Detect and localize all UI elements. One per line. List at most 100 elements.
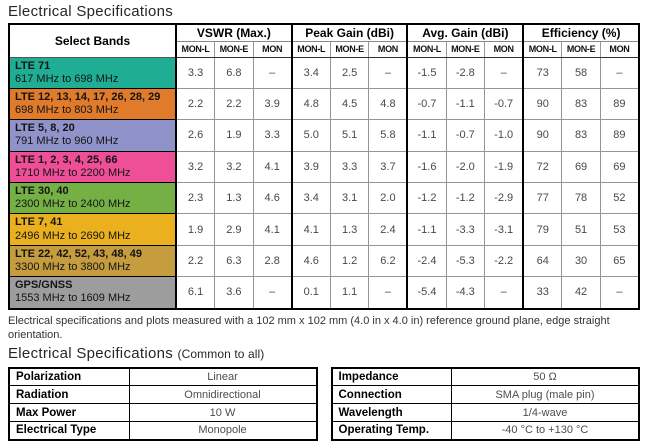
value-cell: -0.7 bbox=[484, 87, 524, 121]
value-cell: 90 bbox=[522, 87, 563, 121]
band-row: LTE 30, 40 2300 MHz to 2400 MHz 2.3 1.3 4.6 3… bbox=[8, 181, 640, 215]
spec-value: -40 °C to +130 °C bbox=[451, 421, 640, 441]
common-spec-row: Operating Temp. -40 °C to +130 °C bbox=[331, 421, 640, 441]
group-header-peak-gain: Peak Gain (dBi) bbox=[290, 24, 408, 42]
band-name: LTE 71 bbox=[15, 59, 51, 72]
band-cell: LTE 30, 40 2300 MHz to 2400 MHz bbox=[8, 181, 177, 215]
band-row: GPS/GNSS 1553 MHz to 1609 MHz 6.1 3.6–0.1 1.… bbox=[8, 276, 640, 309]
band-frequency-range: 791 MHz to 960 MHz bbox=[15, 135, 119, 148]
spec-label: Max Power bbox=[8, 403, 130, 423]
value-cell: -3.3 bbox=[445, 213, 486, 246]
value-cell: -1.2 bbox=[445, 181, 486, 215]
value-cell: -1.5 bbox=[406, 56, 447, 89]
value-cell: – bbox=[252, 276, 293, 309]
value-cell: -2.4 bbox=[406, 244, 447, 278]
value-cell: -1.1 bbox=[406, 119, 447, 152]
value-cell: 2.8 bbox=[252, 244, 293, 278]
value-cell: 89 bbox=[599, 87, 640, 121]
spec-label: Radiation bbox=[8, 385, 130, 405]
value-cell: 52 bbox=[599, 181, 640, 215]
value-cell: 65 bbox=[599, 244, 640, 278]
spec-value: 10 W bbox=[128, 403, 317, 423]
value-cell: 89 bbox=[599, 119, 640, 152]
value-cell: 3.9 bbox=[252, 87, 293, 121]
value-cell: 3.3 bbox=[175, 56, 216, 89]
common-spec-row: Radiation Omnidirectional bbox=[8, 385, 317, 405]
band-frequency-range: 2496 MHz to 2690 MHz bbox=[15, 229, 131, 242]
value-cell: 42 bbox=[561, 276, 601, 309]
value-cell: 2.5 bbox=[329, 56, 370, 89]
spec-table-header: Select Bands VSWR (Max.) Peak Gain (dBi)… bbox=[9, 24, 639, 58]
value-cell: 2.4 bbox=[368, 213, 408, 246]
value-cell: – bbox=[252, 56, 293, 89]
value-cell: 6.2 bbox=[368, 244, 408, 278]
value-cell: 72 bbox=[522, 150, 563, 184]
value-cell: 69 bbox=[561, 150, 601, 184]
band-cell: LTE 1, 2, 3, 4, 25, 66 1710 MHz to 2200 M… bbox=[8, 150, 177, 184]
spec-table-body: LTE 71 617 MHz to 698 MHz 3.3 6.8–3.4 2.5– -1… bbox=[8, 56, 640, 309]
value-cell: 83 bbox=[561, 119, 601, 152]
band-frequency-range: 698 MHz to 803 MHz bbox=[15, 104, 119, 117]
subcolumn-header-row: MON-L MON-E MON MON-L MON-E MON MON-L MON-E MON M… bbox=[9, 41, 639, 58]
value-cell: 3.9 bbox=[290, 150, 331, 184]
band-row: LTE 12, 13, 14, 17, 26, 28, 29 698 MHz to… bbox=[8, 87, 640, 121]
band-name: LTE 12, 13, 14, 17, 26, 28, 29 bbox=[15, 90, 161, 103]
value-cell: – bbox=[368, 276, 408, 309]
value-cell: 2.9 bbox=[214, 213, 254, 246]
spec-value: 50 Ω bbox=[451, 367, 640, 387]
value-cell: 4.1 bbox=[252, 150, 293, 184]
band-frequency-range: 2300 MHz to 2400 MHz bbox=[15, 198, 131, 211]
common-spec-row: Electrical Type Monopole bbox=[8, 421, 317, 441]
value-cell: 2.2 bbox=[175, 87, 216, 121]
spec-value: Omnidirectional bbox=[128, 385, 317, 405]
value-cell: 4.1 bbox=[290, 213, 331, 246]
value-cell: -1.9 bbox=[484, 150, 524, 184]
band-row: LTE 1, 2, 3, 4, 25, 66 1710 MHz to 2200 M… bbox=[8, 150, 640, 184]
value-cell: – bbox=[484, 56, 524, 89]
band-name: LTE 1, 2, 3, 4, 25, 66 bbox=[15, 153, 118, 166]
band-name: LTE 22, 42, 52, 43, 48, 49 bbox=[15, 247, 142, 260]
band-cell: LTE 7, 41 2496 MHz to 2690 MHz bbox=[8, 213, 177, 246]
spec-label: Impedance bbox=[331, 367, 452, 387]
value-cell: 2.3 bbox=[175, 181, 216, 215]
value-cell: 4.8 bbox=[368, 87, 408, 121]
value-cell: 3.1 bbox=[329, 181, 370, 215]
value-cell: 1.9 bbox=[214, 119, 254, 152]
value-cell: 2.6 bbox=[175, 119, 216, 152]
band-row: LTE 5, 8, 20 791 MHz to 960 MHz 2.6 1.9 3.3 5… bbox=[8, 119, 640, 152]
value-cell: 5.1 bbox=[329, 119, 370, 152]
value-cell: -2.0 bbox=[445, 150, 486, 184]
value-cell: 90 bbox=[522, 119, 563, 152]
value-cell: 33 bbox=[522, 276, 563, 309]
common-spec-row: Polarization Linear bbox=[8, 367, 317, 387]
band-cell: LTE 22, 42, 52, 43, 48, 49 3300 MHz to 38… bbox=[8, 244, 177, 278]
value-cell: -1.1 bbox=[445, 87, 486, 121]
value-cell: 4.6 bbox=[290, 244, 331, 278]
subcol-header-mon: MON bbox=[599, 41, 639, 58]
group-header-vswr: VSWR (Max.) bbox=[175, 24, 292, 42]
spec-label: Wavelength bbox=[331, 403, 452, 423]
band-frequency-range: 617 MHz to 698 MHz bbox=[15, 72, 119, 85]
band-cell: GPS/GNSS 1553 MHz to 1609 MHz bbox=[8, 276, 177, 309]
subcol-header-mon: MON bbox=[484, 41, 524, 58]
spec-label: Polarization bbox=[8, 367, 130, 387]
value-cell: – bbox=[599, 276, 640, 309]
common-spec-row: Connection SMA plug (male pin) bbox=[331, 385, 640, 405]
common-spec-row: Impedance 50 Ω bbox=[331, 367, 640, 387]
value-cell: -1.1 bbox=[406, 213, 447, 246]
band-name: LTE 7, 41 bbox=[15, 216, 63, 229]
select-bands-header: Select Bands bbox=[9, 24, 177, 58]
subcol-header-mon-l: MON-L bbox=[522, 41, 562, 58]
common-spec-title-main: Electrical Specifications bbox=[8, 344, 174, 362]
subcol-header-mon-l: MON-L bbox=[290, 41, 331, 58]
value-cell: 0.1 bbox=[290, 276, 331, 309]
value-cell: 4.5 bbox=[329, 87, 370, 121]
band-frequency-range: 1710 MHz to 2200 MHz bbox=[15, 166, 131, 179]
spec-label: Electrical Type bbox=[8, 421, 130, 441]
common-spec-row: Max Power 10 W bbox=[8, 403, 317, 423]
value-cell: 5.8 bbox=[368, 119, 408, 152]
value-cell: 58 bbox=[561, 56, 601, 89]
value-cell: 3.4 bbox=[290, 181, 331, 215]
value-cell: 2.0 bbox=[368, 181, 408, 215]
